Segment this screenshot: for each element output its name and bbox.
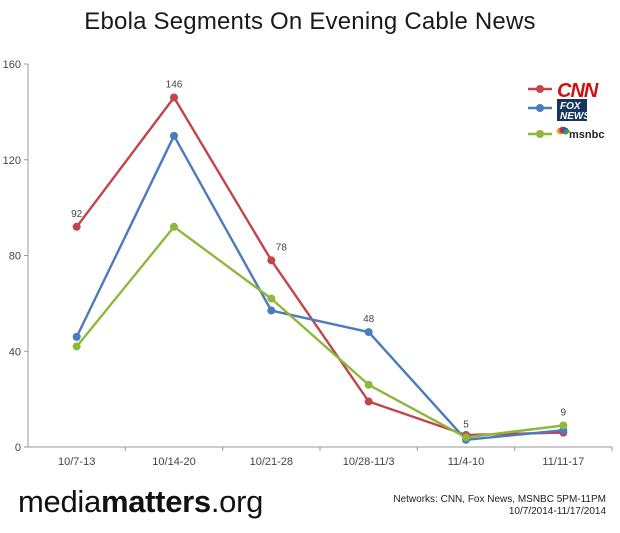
legend-label-fox-news: FOX	[560, 101, 582, 112]
legend-label-cnn: CNN	[557, 80, 599, 102]
data-point	[267, 306, 276, 315]
data-label: 146	[166, 80, 183, 91]
data-point	[72, 342, 81, 351]
source-note: Networks: CNN, Fox News, MSNBC 5PM-11PM …	[393, 494, 606, 518]
data-label: 48	[363, 314, 375, 325]
data-label: 92	[71, 209, 83, 220]
data-point	[559, 421, 568, 430]
brand-media: media	[18, 484, 101, 519]
data-point	[364, 328, 373, 337]
series-line-msnbc	[75, 225, 564, 439]
data-label: 78	[276, 242, 288, 253]
data-point	[170, 222, 178, 231]
source-networks: Networks: CNN, Fox News, MSNBC 5PM-11PM	[393, 494, 606, 505]
series-line-cnn	[75, 96, 564, 437]
data-point	[267, 256, 276, 265]
data-point	[364, 380, 373, 389]
brand-logo: mediamatters.org	[18, 484, 263, 520]
y-tick-label: 0	[15, 442, 21, 454]
y-tick-label: 40	[9, 346, 21, 358]
legend-label-msnbc: msnbc	[569, 129, 604, 141]
series-line-fox-news	[75, 134, 564, 441]
data-label: 9	[561, 407, 567, 418]
line-chart: 0 40 80 120 160 10/7-13 10/14-20 10/21-28 10/28-…	[3, 59, 613, 468]
legend-marker	[536, 130, 544, 138]
brand-suffix: .org	[210, 484, 264, 519]
x-tick-label: 10/28-11/3	[343, 456, 395, 468]
legend-label-fox-news-2: NEWS	[560, 111, 590, 122]
data-point	[72, 222, 81, 231]
y-tick-label: 160	[3, 59, 21, 71]
x-tick-label: 10/7-13	[58, 456, 95, 468]
data-point	[170, 131, 178, 140]
peacock-feather	[563, 129, 570, 135]
data-point	[170, 93, 178, 102]
source-dates: 10/7/2014-11/17/2014	[508, 506, 606, 517]
y-tick-label: 80	[9, 251, 21, 263]
fox-news-logo-icon	[557, 99, 587, 121]
legend-marker	[536, 85, 544, 93]
data-point	[267, 294, 276, 303]
x-tick-label: 10/14-20	[152, 456, 195, 468]
data-point	[72, 332, 81, 341]
legend-marker	[536, 104, 544, 112]
x-tick-label: 11/4-10	[448, 456, 485, 468]
y-tick-label: 120	[3, 155, 21, 167]
data-point	[462, 433, 470, 442]
brand-matters: matters	[100, 484, 211, 519]
x-tick-label: 11/11-17	[542, 456, 584, 468]
data-point	[364, 397, 373, 406]
data-label: 5	[463, 419, 469, 430]
chart-title: Ebola Segments On Evening Cable News	[84, 8, 536, 35]
x-tick-label: 10/21-28	[250, 456, 293, 468]
peacock-icon	[556, 126, 570, 135]
